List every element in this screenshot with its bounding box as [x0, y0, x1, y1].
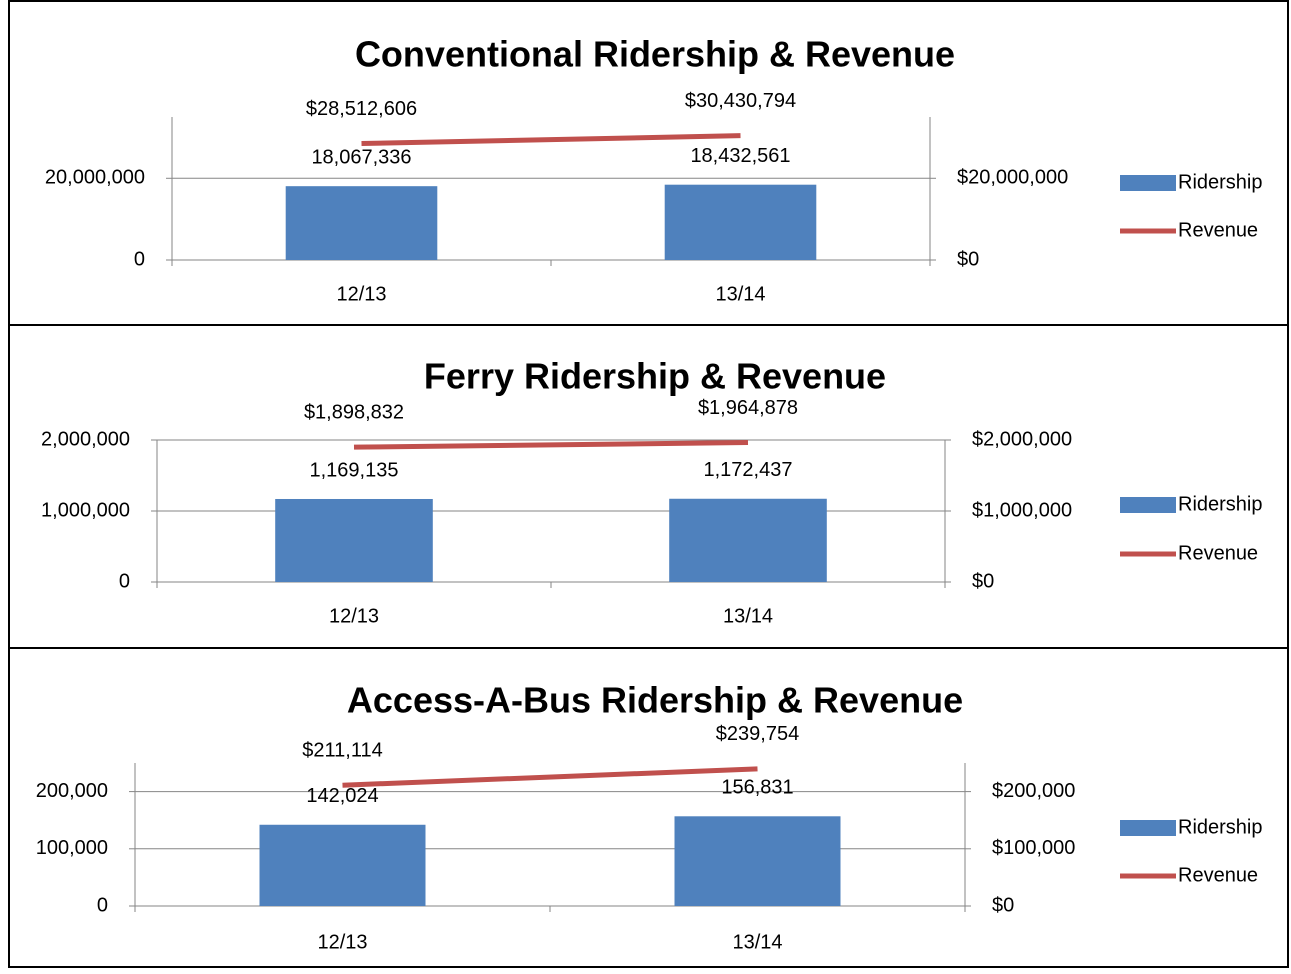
- revenue-line: [353, 439, 749, 450]
- data-label: $28,512,606: [306, 98, 417, 120]
- x-tick-label: 13/14: [723, 605, 773, 627]
- chart-title: Conventional Ridership & Revenue: [355, 34, 955, 75]
- x-tick-label: 12/13: [336, 283, 386, 305]
- revenue-line: [342, 766, 758, 788]
- data-label: 18,067,336: [311, 146, 411, 168]
- data-label: 1,172,437: [704, 459, 793, 481]
- y-tick-label: 100,000: [36, 837, 108, 859]
- x-tick-label: 12/13: [317, 931, 367, 953]
- bar: [285, 186, 438, 260]
- chart-title: Access-A-Bus Ridership & Revenue: [347, 680, 963, 721]
- data-label: $239,754: [716, 723, 799, 745]
- data-label: $211,114: [302, 740, 382, 762]
- data-label: $1,898,832: [304, 401, 404, 423]
- bar: [669, 498, 827, 582]
- y-tick-label: 0: [97, 894, 108, 916]
- bar: [275, 498, 433, 582]
- y-tick-label: 200,000: [36, 780, 108, 802]
- x-tick-label: 13/14: [732, 931, 782, 953]
- y2-tick-label: $0: [957, 248, 979, 270]
- bar: [259, 824, 426, 906]
- x-tick-label: 12/13: [329, 605, 379, 627]
- y-tick-label: 1,000,000: [41, 499, 130, 521]
- data-label: $30,430,794: [685, 90, 796, 112]
- data-label: $1,964,878: [698, 397, 798, 419]
- y-tick-label: 0: [134, 248, 145, 270]
- y2-tick-label: $1,000,000: [972, 499, 1072, 521]
- legend-label: Revenue: [1178, 542, 1258, 564]
- y2-tick-label: $0: [992, 894, 1014, 916]
- x-tick-label: 13/14: [715, 283, 765, 305]
- chart-title: Ferry Ridership & Revenue: [424, 356, 886, 397]
- y2-tick-label: $200,000: [992, 780, 1075, 802]
- revenue-line: [361, 133, 741, 147]
- legend-label: Revenue: [1178, 864, 1258, 886]
- data-label: 1,169,135: [310, 459, 399, 481]
- bar: [664, 184, 817, 260]
- y2-tick-label: $20,000,000: [957, 167, 1068, 189]
- legend-swatch: [1120, 820, 1176, 836]
- legend-swatch: [1120, 175, 1176, 191]
- y2-tick-label: $0: [972, 570, 994, 592]
- y-tick-label: 20,000,000: [45, 167, 145, 189]
- y-tick-label: 2,000,000: [41, 428, 130, 450]
- legend-label: Ridership: [1178, 816, 1262, 838]
- data-label: 142,024: [306, 785, 378, 807]
- y2-tick-label: $100,000: [992, 837, 1075, 859]
- data-label: 156,831: [721, 777, 793, 799]
- bar: [674, 816, 841, 906]
- data-label: 18,432,561: [690, 145, 790, 167]
- y2-tick-label: $2,000,000: [972, 428, 1072, 450]
- legend-label: Ridership: [1178, 171, 1262, 193]
- legend-swatch: [1120, 497, 1176, 513]
- legend-label: Ridership: [1178, 493, 1262, 515]
- legend-label: Revenue: [1178, 219, 1258, 241]
- outer-border: [8, 0, 1289, 968]
- y-tick-label: 0: [119, 570, 130, 592]
